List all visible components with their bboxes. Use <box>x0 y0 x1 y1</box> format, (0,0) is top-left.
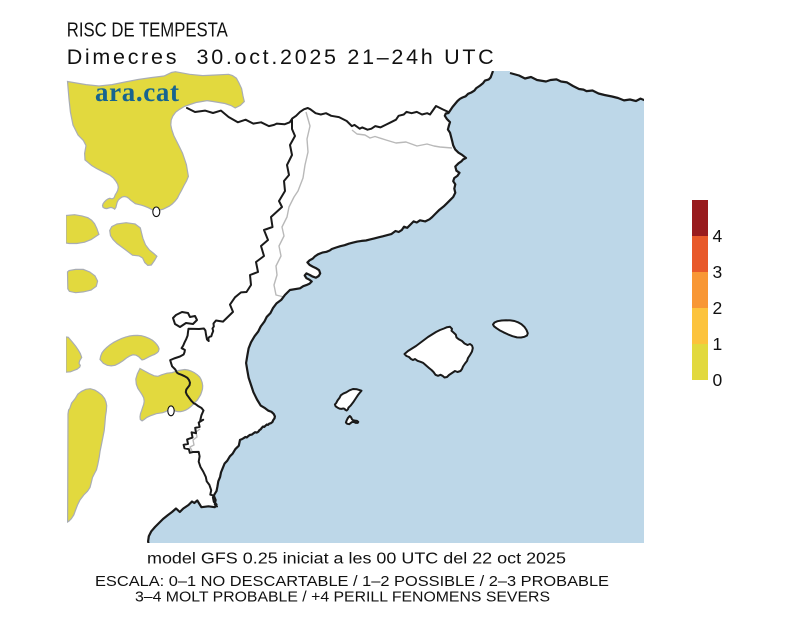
svg-text:2: 2 <box>713 298 723 318</box>
svg-text:ESCALA: 0–1 NO DESCARTABLE / 1: ESCALA: 0–1 NO DESCARTABLE / 1–2 POSSIBL… <box>95 573 609 590</box>
svg-text:0: 0 <box>713 370 723 390</box>
svg-text:3: 3 <box>713 262 723 282</box>
svg-text:RISC DE TEMPESTA: RISC DE TEMPESTA <box>67 19 229 41</box>
svg-text:1: 1 <box>713 334 723 354</box>
svg-text:model GFS 0.25 iniciat a les 0: model GFS 0.25 iniciat a les 00 UTC del … <box>147 551 566 568</box>
svg-text:Dimecres 30.oct.2025 21–24h U: Dimecres 30.oct.2025 21–24h UTC <box>67 45 494 69</box>
svg-text:ara.cat: ara.cat <box>95 77 179 107</box>
svg-text:4: 4 <box>713 226 723 246</box>
svg-text:3–4 MOLT PROBABLE / +4 PERILL: 3–4 MOLT PROBABLE / +4 PERILL FENOMENS S… <box>135 588 550 605</box>
